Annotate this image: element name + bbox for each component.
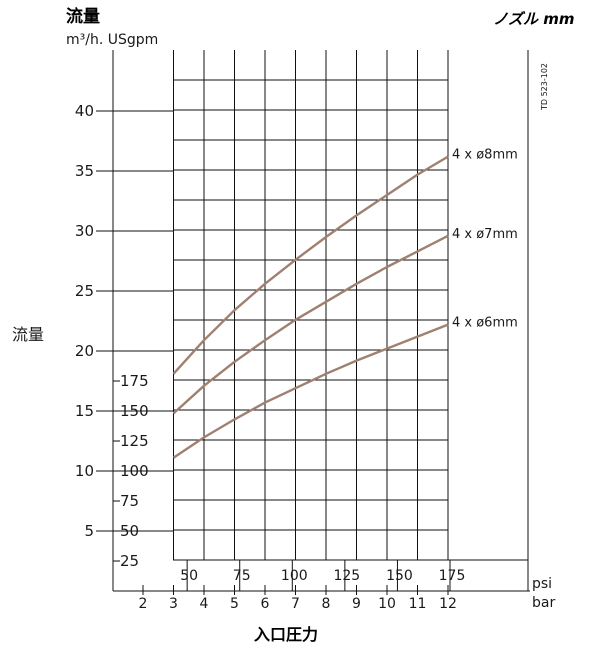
series-line [172, 234, 449, 415]
psi-tick-label: 75 [233, 568, 251, 584]
m3h-tick-label: 20 [75, 342, 94, 360]
psi-tick-label: 175 [439, 568, 466, 584]
m3h-tick-label: 5 [84, 522, 94, 540]
m3h-tick-label: 40 [75, 102, 94, 120]
side-axis-label: 流量 [12, 325, 44, 344]
m3h-tick-label: 35 [75, 162, 94, 180]
m3h-tick-label: 10 [75, 462, 94, 480]
series-label: 4 x ø6mm [452, 316, 518, 331]
series-line [172, 323, 449, 459]
grid [173, 50, 449, 560]
units-label: m³/h. USgpm [66, 32, 158, 48]
doc-code: TD 523-102 [540, 63, 549, 111]
chart-title: 流量 [66, 6, 100, 27]
m3h-tick-label: 15 [75, 402, 94, 420]
series-label: 4 x ø8mm [452, 148, 518, 163]
bar-tick-label: 3 [169, 596, 178, 612]
bar-tick-label: 8 [322, 596, 331, 612]
series-line [172, 155, 449, 375]
bar-tick-label: 11 [409, 596, 427, 612]
psi-tick-label: 125 [333, 568, 360, 584]
bar-tick-label: 5 [230, 596, 239, 612]
psi-tick-label: 150 [386, 568, 413, 584]
usgpm-tick-label: 100 [120, 462, 149, 480]
tick-labels: 2 3 4 5 6 7 8 9 10 11 12 50 75 100 125 150 175 5 10 15 20 25 3… [75, 102, 465, 612]
psi-tick-label: 50 [180, 568, 198, 584]
bar-tick-label: 7 [291, 596, 300, 612]
m3h-tick-label: 30 [75, 222, 94, 240]
usgpm-tick-label: 50 [120, 522, 139, 540]
usgpm-tick-label: 25 [120, 552, 139, 570]
usgpm-tick-label: 175 [120, 372, 149, 390]
series-lines: 4 x ø8mm 4 x ø7mm 4 x ø6mm [172, 148, 518, 459]
usgpm-tick-label: 75 [120, 492, 139, 510]
nozzle-label: ノズル mm [493, 10, 574, 28]
usgpm-tick-label: 150 [120, 402, 149, 420]
bar-tick-label: 9 [352, 596, 361, 612]
series-label: 4 x ø7mm [452, 227, 518, 242]
bar-tick-label: 6 [261, 596, 270, 612]
bar-tick-label: 4 [200, 596, 209, 612]
m3h-tick-label: 25 [75, 282, 94, 300]
bar-tick-label: 10 [378, 596, 396, 612]
usgpm-tick-label: 125 [120, 432, 149, 450]
psi-tick-label: 100 [281, 568, 308, 584]
bar-tick-label: 2 [139, 596, 148, 612]
bar-unit-label: bar [532, 595, 555, 611]
x-axis-label: 入口圧力 [254, 625, 318, 644]
bar-tick-label: 12 [439, 596, 457, 612]
psi-unit-label: psi [532, 576, 552, 592]
axes [96, 50, 530, 595]
